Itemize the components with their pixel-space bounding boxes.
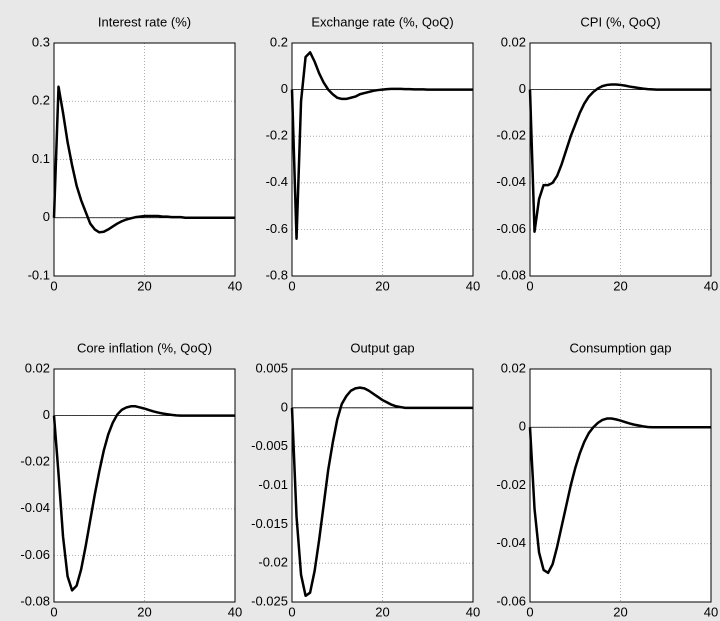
- line: [52, 405, 235, 592]
- y-tick-label: 0.3: [32, 34, 50, 49]
- y-tick-label: -0.08: [496, 267, 526, 282]
- line: [528, 83, 711, 233]
- x-tick-label: 0: [526, 604, 533, 619]
- y-tick-label: 0: [43, 407, 50, 422]
- subplot-title: CPI (%, QoQ): [580, 14, 660, 29]
- y-tick-label: -0.4: [266, 174, 288, 189]
- y-tick-label: -0.005: [251, 438, 288, 453]
- y-tick-label: 0.02: [501, 34, 526, 49]
- subplot-title: Interest rate (%): [98, 14, 191, 29]
- plot-frame: [529, 368, 712, 603]
- plot-frame: [529, 42, 712, 277]
- y-tick-label: -0.06: [496, 593, 526, 608]
- x-tick-label: 40: [228, 278, 242, 293]
- y-tick-label: -0.04: [496, 535, 526, 550]
- y-tick-label: 0.2: [270, 34, 288, 49]
- x-tick-label: 40: [466, 278, 480, 293]
- x-tick-label: 0: [288, 604, 295, 619]
- x-tick-label: 20: [137, 604, 151, 619]
- subplot-title: Output gap: [350, 340, 414, 355]
- y-tick-label: 0.02: [25, 360, 50, 375]
- x-tick-label: 0: [50, 278, 57, 293]
- line: [290, 51, 473, 240]
- subplot-title: Exchange rate (%, QoQ): [311, 14, 453, 29]
- line: [52, 85, 235, 234]
- y-tick-label: -0.025: [251, 593, 288, 608]
- y-tick-label: 0: [43, 209, 50, 224]
- x-tick-label: 40: [466, 604, 480, 619]
- y-tick-label: 0: [519, 419, 526, 434]
- y-tick-label: -0.06: [20, 547, 50, 562]
- y-tick-label: -0.015: [251, 516, 288, 531]
- line: [290, 386, 473, 598]
- y-tick-label: -0.06: [496, 221, 526, 236]
- x-tick-label: 40: [704, 604, 718, 619]
- y-tick-label: 0.005: [255, 360, 288, 375]
- y-tick-label: -0.02: [258, 555, 288, 570]
- y-tick-label: -0.6: [266, 221, 288, 236]
- y-tick-label: -0.02: [496, 128, 526, 143]
- x-tick-label: 0: [288, 278, 295, 293]
- y-tick-label: -0.08: [20, 593, 50, 608]
- plot-frame: [291, 42, 474, 277]
- y-tick-label: 0.02: [501, 360, 526, 375]
- x-tick-label: 20: [613, 278, 627, 293]
- y-tick-label: 0: [281, 399, 288, 414]
- subplot-title: Consumption gap: [570, 340, 672, 355]
- y-tick-label: -0.04: [496, 174, 526, 189]
- y-tick-label: -0.02: [496, 477, 526, 492]
- y-tick-label: -0.8: [266, 267, 288, 282]
- x-tick-label: 20: [613, 604, 627, 619]
- y-tick-label: 0: [281, 81, 288, 96]
- y-tick-label: 0: [519, 81, 526, 96]
- subplot-title: Core inflation (%, QoQ): [77, 340, 212, 355]
- y-tick-label: 0.2: [32, 93, 50, 108]
- y-tick-label: -0.01: [258, 477, 288, 492]
- x-tick-label: 40: [704, 278, 718, 293]
- y-tick-label: -0.02: [20, 454, 50, 469]
- plot-area: [530, 43, 711, 276]
- x-tick-label: 40: [228, 604, 242, 619]
- line: [528, 417, 711, 575]
- y-tick-label: -0.2: [266, 128, 288, 143]
- x-tick-label: 0: [526, 278, 533, 293]
- y-tick-label: 0.1: [32, 151, 50, 166]
- x-tick-label: 20: [375, 278, 389, 293]
- x-tick-label: 20: [375, 604, 389, 619]
- x-tick-label: 20: [137, 278, 151, 293]
- plot-frame: [291, 368, 474, 603]
- y-tick-label: -0.1: [28, 267, 50, 282]
- plot-frame: [53, 368, 236, 603]
- x-tick-label: 0: [50, 604, 57, 619]
- y-tick-label: -0.04: [20, 500, 50, 515]
- plot-frame: [53, 42, 236, 277]
